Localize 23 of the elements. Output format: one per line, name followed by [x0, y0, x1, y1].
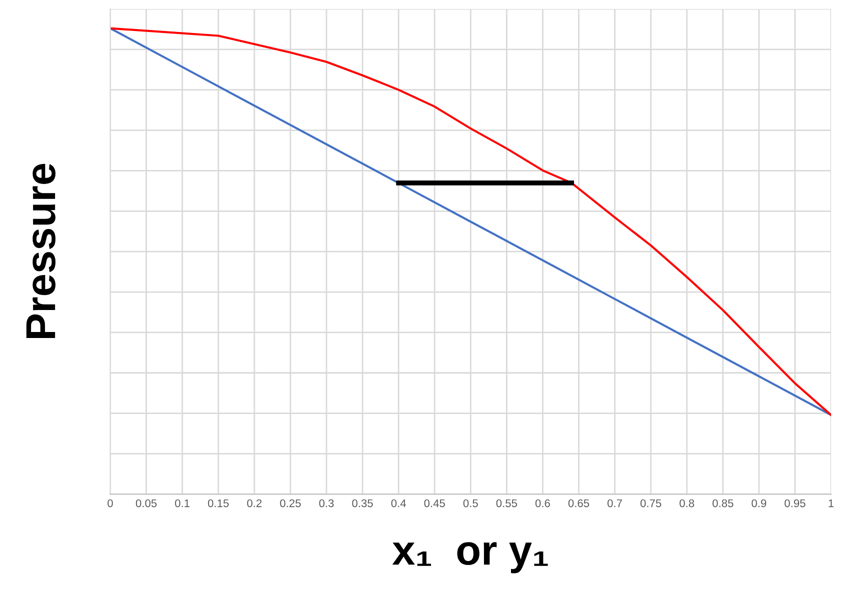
x-tick-label: 0.25 — [280, 499, 301, 508]
x-tick-label: 0.45 — [424, 499, 445, 508]
x-tick-label: 0 — [108, 499, 113, 508]
x-tick-label: 0.85 — [712, 499, 734, 508]
x-tick-label: 0.1 — [175, 499, 190, 508]
x-tick-label: 0.2 — [247, 499, 262, 508]
x-axis-title: x₁ or y₁ — [392, 542, 548, 574]
x-tick-label: 0.35 — [352, 499, 373, 508]
x-tick-label: 0.15 — [208, 499, 229, 508]
x-tick-label: 0.5 — [463, 499, 478, 508]
x-tick-label: 0.55 — [496, 499, 518, 508]
x-tick-label: 0.9 — [752, 499, 766, 508]
x-tick-label: 0.6 — [535, 499, 550, 508]
x-tick-label: 0.8 — [680, 499, 694, 508]
x-tick-label: 0.65 — [568, 499, 590, 508]
x-tick-label: 0.3 — [319, 499, 334, 508]
x-tick-label: 0.4 — [391, 499, 406, 508]
x-tick-label: 0.95 — [784, 499, 806, 508]
x-tick-label: 0.05 — [136, 499, 157, 508]
x-tick-label: 1 — [828, 499, 834, 508]
x-tick-label: 0.7 — [608, 499, 622, 508]
y-axis-title: Pressure — [26, 164, 56, 338]
x-tick-label: 0.75 — [640, 499, 662, 508]
